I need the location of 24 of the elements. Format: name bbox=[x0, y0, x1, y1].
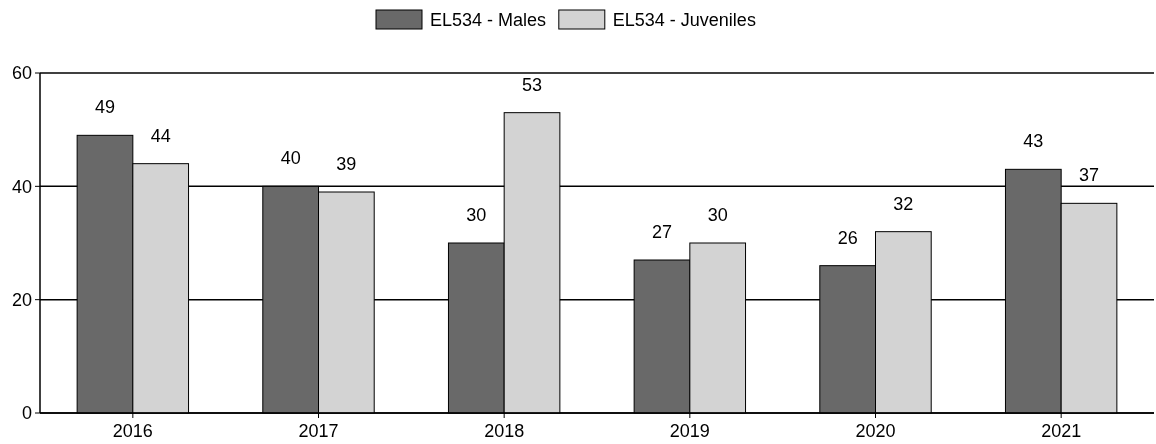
data-label: 40 bbox=[280, 148, 301, 169]
data-label: 32 bbox=[893, 193, 914, 214]
data-label: 39 bbox=[336, 154, 357, 174]
data-label: 44 bbox=[150, 125, 171, 146]
legend-label: EL534 - Males bbox=[430, 10, 547, 31]
x-tick-label: 2016 bbox=[112, 421, 153, 441]
x-tick-label: 2021 bbox=[1041, 421, 1082, 441]
y-tick-label: 60 bbox=[11, 63, 32, 84]
data-label: 49 bbox=[94, 97, 115, 118]
x-tick-label: 2020 bbox=[855, 421, 896, 441]
data-label: 30 bbox=[466, 205, 487, 225]
data-label: 53 bbox=[522, 74, 543, 95]
data-label: 43 bbox=[1023, 131, 1044, 152]
x-tick-label: 2017 bbox=[298, 421, 339, 441]
y-tick-label: 20 bbox=[11, 289, 32, 310]
x-tick-label: 2018 bbox=[484, 421, 525, 441]
y-tick-label: 40 bbox=[11, 176, 32, 197]
data-label: 30 bbox=[707, 205, 728, 225]
x-tick-label: 2019 bbox=[669, 421, 710, 441]
data-label: 27 bbox=[651, 222, 672, 242]
data-label: 26 bbox=[837, 227, 858, 248]
y-tick-label: 0 bbox=[21, 403, 32, 424]
data-label: 37 bbox=[1079, 165, 1100, 186]
legend-label: EL534 - Juveniles bbox=[612, 10, 756, 31]
